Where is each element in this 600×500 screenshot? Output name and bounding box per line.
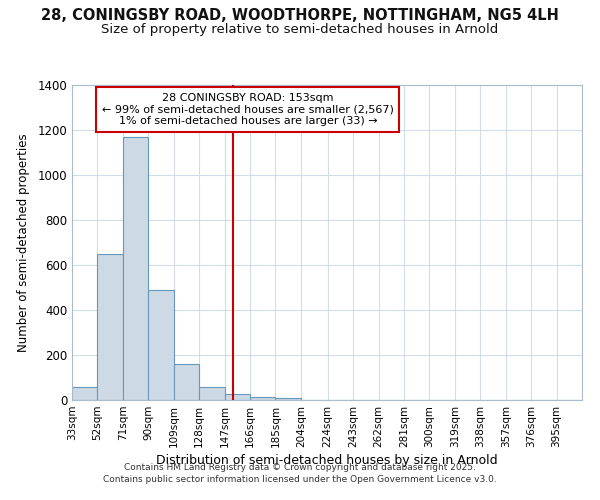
Text: Contains public sector information licensed under the Open Government Licence v3: Contains public sector information licen… bbox=[103, 475, 497, 484]
Y-axis label: Number of semi-detached properties: Number of semi-detached properties bbox=[17, 133, 31, 352]
Bar bbox=[174, 364, 199, 400]
Text: Size of property relative to semi-detached houses in Arnold: Size of property relative to semi-detach… bbox=[101, 22, 499, 36]
Bar bbox=[199, 386, 224, 400]
X-axis label: Distribution of semi-detached houses by size in Arnold: Distribution of semi-detached houses by … bbox=[156, 454, 498, 467]
Bar bbox=[148, 290, 174, 400]
Text: 28, CONINGSBY ROAD, WOODTHORPE, NOTTINGHAM, NG5 4LH: 28, CONINGSBY ROAD, WOODTHORPE, NOTTINGH… bbox=[41, 8, 559, 22]
Text: Contains HM Land Registry data © Crown copyright and database right 2025.: Contains HM Land Registry data © Crown c… bbox=[124, 464, 476, 472]
Bar bbox=[123, 136, 148, 400]
Text: 28 CONINGSBY ROAD: 153sqm
← 99% of semi-detached houses are smaller (2,567)
1% o: 28 CONINGSBY ROAD: 153sqm ← 99% of semi-… bbox=[102, 93, 394, 126]
Bar bbox=[224, 394, 250, 400]
Bar bbox=[97, 254, 123, 400]
Bar bbox=[250, 396, 275, 400]
Bar bbox=[72, 386, 97, 400]
Bar bbox=[275, 398, 301, 400]
